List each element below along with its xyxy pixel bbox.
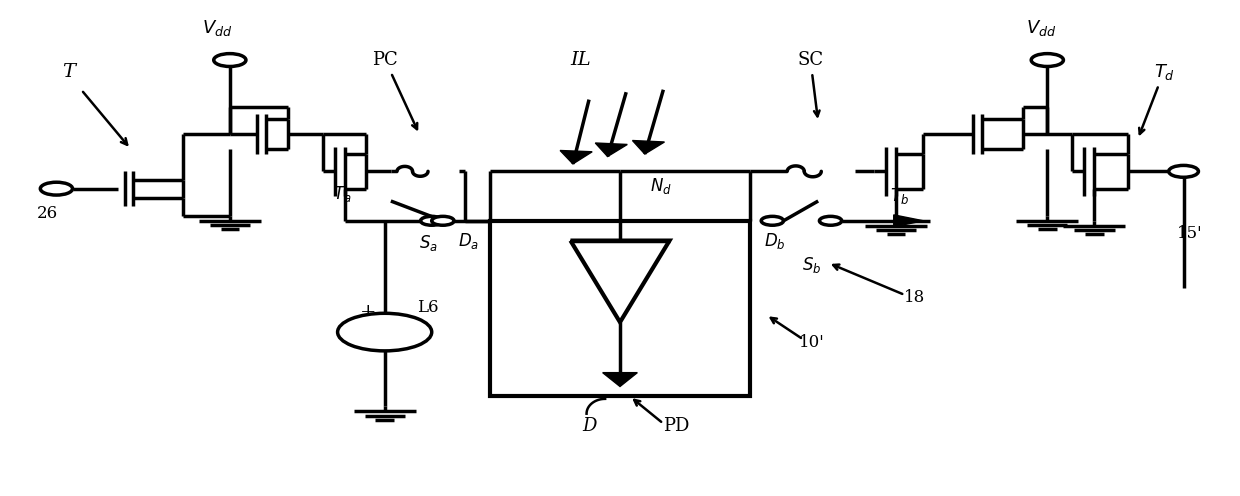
Text: $V_{dd}$: $V_{dd}$ [202, 18, 233, 38]
Circle shape [761, 216, 784, 225]
Polygon shape [560, 150, 593, 164]
Circle shape [432, 216, 454, 225]
Text: 10': 10' [799, 334, 825, 351]
Polygon shape [632, 140, 665, 154]
Text: PD: PD [662, 417, 689, 435]
Circle shape [41, 182, 72, 195]
Text: $D_a$: $D_a$ [459, 231, 480, 250]
Text: $V_{dd}$: $V_{dd}$ [1025, 18, 1056, 38]
Text: 26: 26 [37, 205, 58, 222]
Text: D: D [582, 417, 596, 435]
Circle shape [213, 54, 246, 66]
Circle shape [1169, 165, 1198, 177]
Text: V1: V1 [353, 316, 376, 334]
Bar [490, 221, 750, 396]
Text: $T_b$: $T_b$ [890, 186, 909, 206]
Text: L6: L6 [418, 299, 439, 316]
Text: 18: 18 [904, 289, 925, 307]
Text: $N_d$: $N_d$ [650, 176, 672, 196]
Text: PC: PC [372, 51, 398, 69]
Text: $S_b$: $S_b$ [802, 255, 822, 275]
Text: IL: IL [570, 51, 590, 69]
Circle shape [1032, 54, 1064, 66]
Text: 15': 15' [1177, 225, 1203, 242]
Polygon shape [595, 143, 627, 157]
Text: $T_d$: $T_d$ [1154, 62, 1176, 82]
Circle shape [420, 216, 443, 225]
Text: +: + [361, 303, 377, 321]
Text: T: T [62, 63, 76, 81]
Circle shape [337, 313, 432, 351]
Circle shape [820, 216, 842, 225]
Polygon shape [603, 372, 637, 386]
Text: SC: SC [797, 51, 823, 69]
Text: $T_a$: $T_a$ [334, 184, 352, 203]
Polygon shape [894, 215, 924, 227]
Text: $D_b$: $D_b$ [764, 231, 786, 250]
Text: $S_a$: $S_a$ [419, 233, 438, 253]
